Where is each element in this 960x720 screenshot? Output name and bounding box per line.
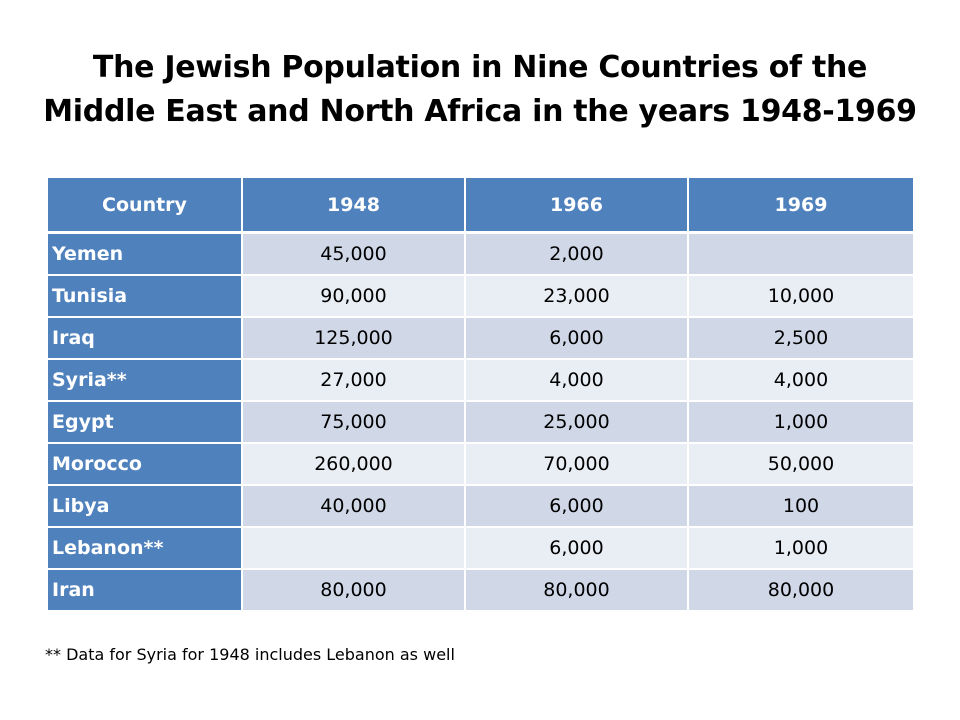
value-cell-1948: 125,000: [241, 316, 466, 360]
value-cell-1966: 6,000: [464, 316, 689, 360]
value-cell-1966: 80,000: [464, 568, 689, 612]
value-cell-1966: 2,000: [464, 231, 689, 276]
table-row: Lebanon** 6,000 1,000: [48, 526, 913, 570]
column-header-1969: 1969: [687, 178, 913, 234]
country-cell: Syria**: [48, 358, 243, 402]
value-cell-1969: 80,000: [687, 568, 913, 612]
country-cell: Morocco: [48, 442, 243, 486]
country-cell: Yemen: [48, 231, 243, 276]
value-cell-1966: 6,000: [464, 484, 689, 528]
value-cell-1969: 100: [687, 484, 913, 528]
value-cell-1969: 1,000: [687, 400, 913, 444]
title-line-1: The Jewish Population in Nine Countries …: [92, 50, 868, 85]
value-cell-1969: 4,000: [687, 358, 913, 402]
column-header-1948: 1948: [241, 178, 466, 234]
table-row: Morocco 260,000 70,000 50,000: [48, 442, 913, 486]
column-header-country: Country: [48, 178, 243, 234]
value-cell-1948: 75,000: [241, 400, 466, 444]
table-row: Syria** 27,000 4,000 4,000: [48, 358, 913, 402]
population-table: Country 1948 1966 1969 Yemen 45,000 2,00…: [48, 178, 913, 612]
country-cell: Libya: [48, 484, 243, 528]
country-cell: Lebanon**: [48, 526, 243, 570]
value-cell-1966: 25,000: [464, 400, 689, 444]
country-cell: Iran: [48, 568, 243, 612]
value-cell-1966: 23,000: [464, 274, 689, 318]
value-cell-1969: 10,000: [687, 274, 913, 318]
value-cell-1948: 260,000: [241, 442, 466, 486]
table-row: Iraq 125,000 6,000 2,500: [48, 316, 913, 360]
country-cell: Iraq: [48, 316, 243, 360]
title-line-2: Middle East and North Africa in the year…: [43, 94, 917, 129]
value-cell-1969: [687, 231, 913, 276]
table-row: Tunisia 90,000 23,000 10,000: [48, 274, 913, 318]
value-cell-1966: 70,000: [464, 442, 689, 486]
table-row: Egypt 75,000 25,000 1,000: [48, 400, 913, 444]
column-header-1966: 1966: [464, 178, 689, 234]
table-header-row: Country 1948 1966 1969: [48, 178, 913, 234]
value-cell-1948: 40,000: [241, 484, 466, 528]
value-cell-1966: 4,000: [464, 358, 689, 402]
table-row: Libya 40,000 6,000 100: [48, 484, 913, 528]
table-row: Yemen 45,000 2,000: [48, 231, 913, 276]
value-cell-1969: 1,000: [687, 526, 913, 570]
value-cell-1969: 50,000: [687, 442, 913, 486]
value-cell-1948: 45,000: [241, 231, 466, 276]
value-cell-1948: 27,000: [241, 358, 466, 402]
value-cell-1969: 2,500: [687, 316, 913, 360]
country-cell: Egypt: [48, 400, 243, 444]
footnote: ** Data for Syria for 1948 includes Leba…: [45, 645, 455, 664]
value-cell-1966: 6,000: [464, 526, 689, 570]
value-cell-1948: 90,000: [241, 274, 466, 318]
table-row: Iran 80,000 80,000 80,000: [48, 568, 913, 612]
country-cell: Tunisia: [48, 274, 243, 318]
page-title: The Jewish Population in Nine Countries …: [0, 46, 960, 134]
value-cell-1948: [241, 526, 466, 570]
value-cell-1948: 80,000: [241, 568, 466, 612]
